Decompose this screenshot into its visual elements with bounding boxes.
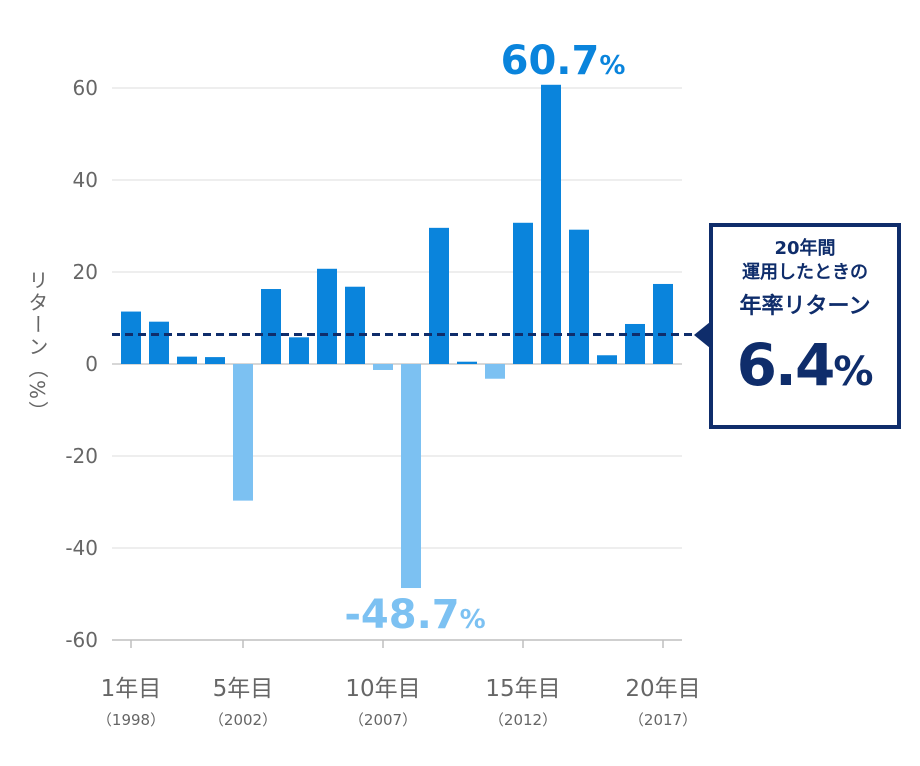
y-tick-label: 0: [85, 352, 98, 376]
y-axis-label: リターン（%）: [25, 270, 49, 424]
bar: [233, 364, 253, 501]
bar: [569, 229, 589, 364]
bar: [317, 268, 337, 364]
min-value-label: -48.7%: [344, 592, 485, 638]
bar: [177, 356, 197, 364]
bar: [625, 323, 645, 364]
bar: [373, 364, 393, 370]
bar: [289, 337, 309, 364]
bar: [149, 321, 169, 364]
x-tick-sublabel: （2017）: [629, 711, 697, 729]
callout-line-1: 20年間: [774, 238, 836, 259]
average-return-callout: 20年間 運用したときの 年率リターン 6.4%: [709, 223, 901, 429]
x-tick-label: 20年目: [625, 676, 700, 702]
x-tick-label: 5年目: [213, 676, 274, 702]
y-tick-label: 20: [73, 260, 98, 284]
callout-line-3: 年率リターン: [739, 294, 871, 319]
bar: [653, 283, 673, 364]
bar: [513, 222, 533, 364]
x-tick-sublabel: （2007）: [349, 711, 417, 729]
callout-line-2: 運用したときの: [742, 262, 868, 283]
bar: [485, 364, 505, 379]
y-tick-label: 40: [73, 168, 98, 192]
bar: [121, 311, 141, 364]
bar: [541, 84, 561, 364]
x-tick-sublabel: （1998）: [97, 711, 165, 729]
max-value-label: 60.7%: [501, 38, 626, 84]
y-tick-label: -60: [65, 628, 98, 652]
x-tick-label: 10年目: [345, 676, 420, 702]
callout-pointer: [694, 322, 710, 348]
x-tick-label: 15年目: [485, 676, 560, 702]
y-tick-label: 60: [73, 76, 98, 100]
callout-value-unit: %: [833, 349, 874, 395]
x-tick-sublabel: （2012）: [489, 711, 557, 729]
bar: [597, 355, 617, 364]
bar: [205, 357, 225, 364]
bar: [429, 227, 449, 364]
bar: [345, 286, 365, 364]
y-tick-label: -40: [65, 536, 98, 560]
x-tick-label: 1年目: [101, 676, 162, 702]
bar: [401, 364, 421, 589]
bar: [261, 289, 281, 364]
callout-value-number: 6.4: [736, 331, 836, 399]
callout-value: 6.4%: [713, 325, 897, 420]
x-tick-sublabel: （2002）: [209, 711, 277, 729]
bar: [457, 361, 477, 364]
y-tick-label: -20: [65, 444, 98, 468]
